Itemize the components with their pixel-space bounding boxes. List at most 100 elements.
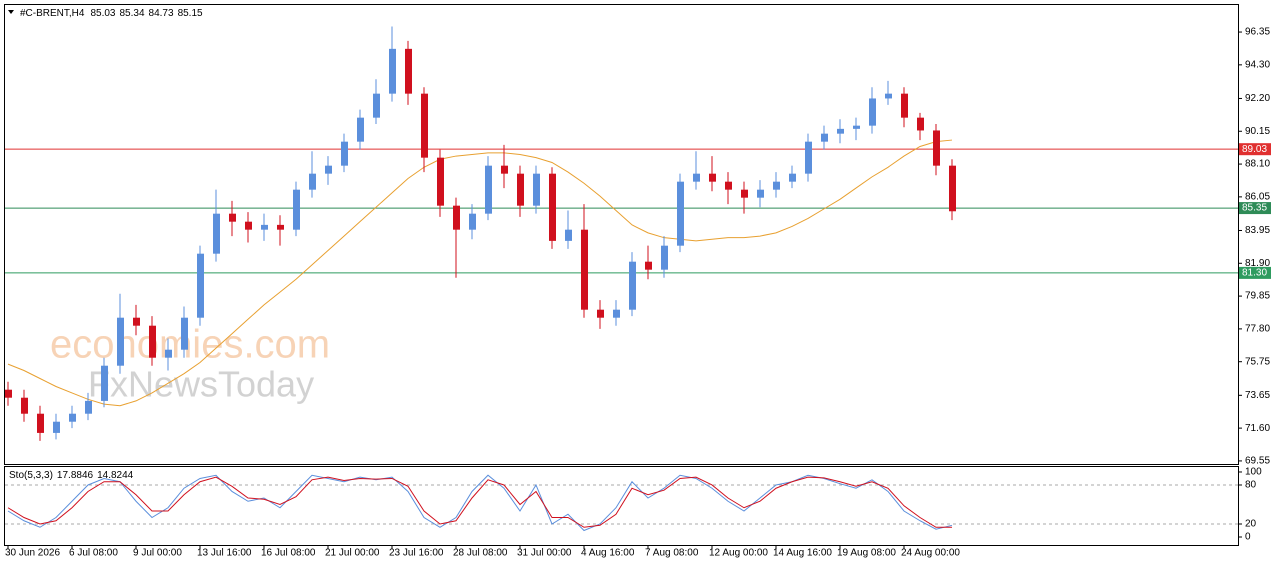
candle-body [165,349,172,358]
candle-body [885,93,892,99]
candle-body [373,93,380,118]
ohlc-open: 85.03 [90,8,115,19]
candle-body [629,261,636,310]
ohlc-close: 85.15 [178,8,203,19]
candle-body [21,397,28,414]
level-label: 89.03 [1242,144,1267,155]
stoch-signal-line [7,476,952,528]
stoch-frame [4,466,1239,546]
stoch-tick-label: 80 [1245,480,1257,491]
candle-body [501,165,508,174]
candle-body [821,133,828,142]
candle-body [853,125,860,129]
stoch-signal: 14.8244 [97,470,134,481]
candle-body [277,224,284,230]
ohlc-high: 85.34 [120,8,145,19]
candle-body [37,413,44,433]
stoch-tick-label: 100 [1245,467,1262,478]
candle-body [389,48,396,94]
candle-body [325,165,332,174]
candle-body [533,173,540,206]
menu-arrow[interactable] [8,10,14,14]
candle-body [341,141,348,166]
candle-body [453,205,460,230]
x-tick-label: 28 Jul 08:00 [453,548,508,559]
stoch-main: 17.8846 [57,470,94,481]
candle-body [405,48,412,94]
candle-body [901,93,908,118]
candle-body [181,317,188,350]
moving-average [7,139,953,407]
candle-body [789,173,796,182]
x-tick-label: 21 Jul 00:00 [325,548,380,559]
y-tick-label: 92.20 [1245,93,1270,104]
candle-body [597,309,604,318]
candle-body [53,421,60,433]
y-tick-label: 88.10 [1245,159,1270,170]
candle-body [5,389,12,398]
symbol: #C-BRENT,H4 85.03 85.34 84.73 85.15 [20,8,203,19]
x-tick-label: 23 Jul 16:00 [389,548,444,559]
symbol-name: #C-BRENT,H4 [20,8,85,19]
candle-body [421,93,428,158]
candle-body [85,400,92,414]
level-tag [1239,202,1271,215]
candle-body [693,173,700,182]
y-tick-label: 75.75 [1245,356,1270,367]
candle-body [741,189,748,198]
level-tag [1239,266,1271,279]
y-tick-label: 94.30 [1245,59,1270,70]
candle-body [197,253,204,318]
y-tick-label: 73.65 [1245,390,1270,401]
candle-body [261,224,268,230]
stoch-tick-label: 0 [1245,532,1251,543]
level-label: 85.35 [1242,203,1267,214]
candle-body [485,165,492,214]
stoch-name: Sto(5,3,3) [9,470,53,481]
candle-body [101,365,108,401]
ohlc-low: 84.73 [149,8,174,19]
candle-body [133,317,140,326]
candle-body [933,130,940,166]
x-tick-label: 9 Jul 00:00 [133,548,182,559]
y-tick-label: 96.35 [1245,27,1270,38]
y-tick-label: 69.55 [1245,456,1270,467]
candle-body [229,213,236,222]
candle-body [725,181,732,190]
level-tag [1239,143,1271,156]
x-tick-label: 4 Aug 16:00 [581,548,635,559]
y-tick-label: 90.15 [1245,126,1270,137]
x-tick-label: 30 Jun 2026 [5,548,60,559]
y-tick-label: 71.60 [1245,423,1270,434]
candle-body [661,245,668,270]
candle-body [581,229,588,310]
candle-body [565,229,572,241]
candle-body [437,157,444,206]
candle-body [517,173,524,206]
candle-body [357,117,364,142]
x-tick-label: 6 Jul 08:00 [69,548,118,559]
candle-body [69,413,76,422]
candle-body [149,325,156,358]
y-tick-label: 81.90 [1245,258,1270,269]
x-tick-label: 12 Aug 00:00 [709,548,768,559]
x-tick-label: 13 Jul 16:00 [197,548,252,559]
candle-body [309,173,316,190]
y-tick-label: 83.95 [1245,225,1270,236]
watermark: economies.com [50,323,330,367]
candle-body [677,181,684,246]
x-tick-label: 31 Jul 00:00 [517,548,572,559]
candle-body [613,309,620,318]
y-tick-label: 86.05 [1245,192,1270,203]
candle-body [549,173,556,241]
x-tick-label: 14 Aug 16:00 [773,548,832,559]
watermark: FxNewsToday [88,364,314,405]
stoch-tick-label: 20 [1245,519,1257,530]
x-tick-label: 19 Aug 08:00 [837,548,896,559]
candle-body [805,141,812,174]
x-tick-label: 16 Jul 08:00 [261,548,316,559]
candle-body [773,181,780,190]
